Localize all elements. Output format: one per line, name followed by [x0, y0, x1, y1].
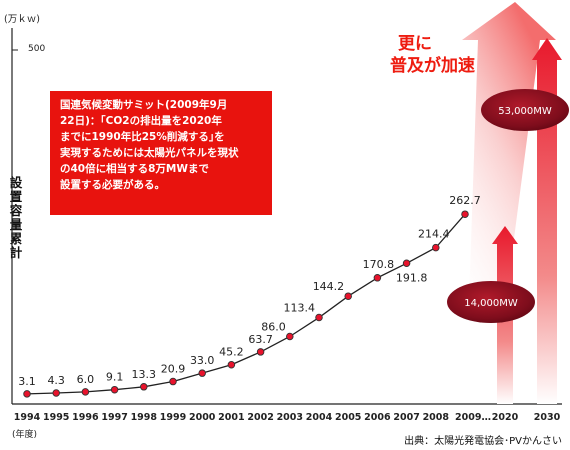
projection-ellipses: 14,000MW 53,000MW: [447, 89, 569, 323]
note-line-5: 設置する必要がある。: [60, 179, 165, 191]
data-label-2006: 170.8: [363, 258, 395, 271]
x-tick-label-15: 2009…: [455, 412, 491, 423]
data-point-2004: [315, 313, 323, 322]
y-axis-title-char-1: 置: [9, 189, 23, 204]
data-label-2005: 144.2: [313, 280, 345, 293]
x-tick-label-6: 2000: [189, 412, 216, 423]
data-point-1997: [110, 385, 119, 394]
data-point-1995: [52, 389, 60, 397]
projection-ellipse-2030: [481, 89, 569, 131]
x-tick-label-12: 2006: [364, 412, 391, 423]
x-tick-label-13: 2007: [393, 412, 419, 423]
data-label-1997: 9.1: [106, 371, 124, 384]
data-label-2008: 214.4: [418, 228, 450, 241]
data-label-2001: 45.2: [219, 346, 244, 359]
data-label-2009: 262.7: [449, 194, 481, 207]
data-point-2000: [198, 369, 206, 377]
y-axis-title-char-2: 容: [9, 203, 23, 218]
y-axis-title: 設置容量累計: [8, 176, 24, 260]
big-growth-arrow: [462, 2, 556, 330]
projection-ellipse-2020: [447, 281, 535, 323]
x-tick-label-5: 1999: [160, 412, 186, 423]
data-label-1996: 6.0: [77, 373, 95, 386]
note-line-2: までに1990年比25%削減する｣を: [60, 131, 225, 143]
data-label-2002: 63.7: [248, 333, 273, 346]
x-tick-label-10: 2004: [306, 412, 333, 423]
data-label-1998: 13.3: [132, 368, 157, 381]
data-point-2007: [402, 259, 411, 268]
data-point-2001: [227, 360, 236, 369]
x-tick-labels: 1994 1995 1996 1997 1998 1999 2000 2001 2002 2003…: [14, 412, 561, 423]
x-tick-label-14: 2008: [423, 412, 450, 423]
data-label-1995: 4.3: [47, 374, 65, 387]
data-label-2004: 113.4: [284, 302, 316, 315]
data-point-1999: [169, 377, 177, 386]
data-point-1994: [23, 390, 31, 398]
data-points: [23, 210, 469, 398]
y-axis-title-char-5: 計: [9, 245, 23, 260]
x-tick-label-3: 1997: [101, 412, 127, 423]
source-credit: 出典：太陽光発電協会･PVかんさい: [404, 436, 562, 447]
data-label-2000: 33.0: [190, 354, 215, 367]
x-tick-label-1: 1995: [43, 412, 69, 423]
headline-line-1: 更に: [398, 34, 432, 54]
x-tick-label-16: 2020: [492, 412, 519, 423]
projection-ellipse-2020-label: 14,000MW: [464, 298, 518, 309]
note-line-0: 国連気候変動サミット(2009年9月: [60, 99, 228, 111]
x-tick-label-17: 2030: [534, 412, 561, 423]
data-point-1998: [140, 383, 148, 391]
data-point-2002: [256, 348, 265, 356]
series-polyline: [26, 213, 466, 395]
headline-line-2: 普及が加速: [390, 56, 475, 76]
x-tick-label-2: 1996: [72, 412, 99, 423]
data-label-1994: 3.1: [18, 375, 36, 388]
projection-ellipse-2030-label: 53,000MW: [498, 106, 552, 117]
y-axis-title-char-4: 累: [9, 231, 23, 246]
data-labels: 3.1 4.3 6.0 9.1 13.3 20.9 33.0 45.2 63.786.0 113.…: [18, 194, 481, 388]
data-point-2009: [461, 210, 469, 218]
x-tick-label-9: 2003: [277, 412, 303, 423]
data-label-2007: 191.8: [396, 271, 428, 284]
x-tick-label-8: 2002: [247, 412, 273, 423]
data-point-2006: [373, 274, 382, 282]
data-point-2005: [344, 292, 352, 300]
summit-note-box: 国連気候変動サミット(2009年9月 22日)：｢CO2の排出量を2020年 までに…: [50, 91, 272, 215]
y-axis-title-char-3: 量: [9, 217, 23, 232]
y-tick-label: 500: [28, 44, 46, 54]
headline: 更に 普及が加速: [390, 33, 475, 77]
data-point-1996: [81, 388, 90, 396]
x-tick-label-4: 1998: [131, 412, 158, 423]
axes: [11, 28, 562, 405]
data-point-2003: [286, 332, 294, 341]
x-tick-label-7: 2001: [218, 412, 244, 423]
x-tick-label-11: 2005: [335, 412, 361, 423]
series-line: [26, 213, 466, 395]
note-line-3: 実現するためには太陽光パネルを現状: [60, 147, 239, 159]
data-point-2008: [432, 243, 440, 252]
note-line-4: の40倍に相当する8万MWまで: [60, 163, 209, 175]
x-tick-label-0: 1994: [14, 412, 41, 423]
data-label-2003: 86.0: [261, 320, 286, 333]
x-unit-label: (年度): [12, 430, 38, 440]
note-line-1: 22日)：｢CO2の排出量を2020年: [60, 115, 222, 127]
data-label-1999: 20.9: [161, 363, 186, 376]
y-axis-title-char-0: 設: [9, 175, 23, 190]
y-unit-label: (万ｋｗ): [4, 14, 40, 25]
